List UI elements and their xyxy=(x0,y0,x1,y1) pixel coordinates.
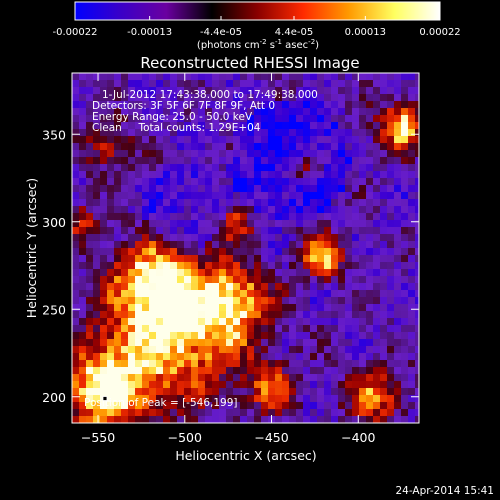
x-axis-ticks: −550 −500 −450 −400 xyxy=(81,73,375,445)
colorbar-frame xyxy=(74,1,441,21)
colorbar-tick-label: 0.00022 xyxy=(419,27,460,38)
colorbar-unit: (photons cm-2 s-1 asec-2) xyxy=(197,38,319,51)
x-tick-label: −500 xyxy=(168,430,202,445)
peak-marker xyxy=(102,396,108,401)
annotation-clean-counts: Clean Total counts: 1.29E+04 xyxy=(92,122,261,134)
peak-position-label: Position of Peak = [-546,199] xyxy=(84,397,238,409)
x-tick-label: −550 xyxy=(81,430,115,445)
colorbar-tick-label: -4.4e-05 xyxy=(200,27,242,38)
y-tick-label: 250 xyxy=(42,302,66,317)
colorbar-tick-label: -0.00022 xyxy=(53,27,98,38)
plot-frame xyxy=(71,72,420,424)
x-tick-label: −450 xyxy=(254,430,288,445)
y-axis-ticks: 200 250 300 350 xyxy=(42,127,419,405)
y-axis-label: Heliocentric Y (arcsec) xyxy=(24,178,39,318)
colorbar-gradient xyxy=(75,2,440,20)
annotation-energy-range: Energy Range: 25.0 - 50.0 keV xyxy=(92,111,253,123)
chart-title: Reconstructed RHESSI Image xyxy=(140,54,359,72)
footer-timestamp: 24-Apr-2014 15:41 xyxy=(395,485,494,497)
annotation-block: 1-Jul-2012 17:43:38.000 to 17:49:38.000 … xyxy=(92,89,318,134)
colorbar-tick-label: 0.00013 xyxy=(345,27,386,38)
x-axis-label: Heliocentric X (arcsec) xyxy=(175,448,316,463)
colorbar-ticks: -0.00022 -0.00013 -4.4e-05 4.4e-05 0.00013 0.… xyxy=(53,16,461,38)
annotation-time-range: 1-Jul-2012 17:43:38.000 to 17:49:38.000 xyxy=(102,89,318,101)
colorbar: -0.00022 -0.00013 -4.4e-05 4.4e-05 0.00013 0.… xyxy=(53,1,461,51)
y-tick-label: 350 xyxy=(42,127,66,142)
colorbar-tick-label: -0.00013 xyxy=(127,27,172,38)
heatmap-image xyxy=(72,73,419,423)
colorbar-tick-label: 4.4e-05 xyxy=(275,27,313,38)
y-tick-label: 200 xyxy=(42,390,66,405)
annotation-detectors: Detectors: 3F 5F 6F 7F 8F 9F, Att 0 xyxy=(92,100,275,112)
x-tick-label: −400 xyxy=(341,430,375,445)
y-tick-label: 300 xyxy=(42,215,66,230)
